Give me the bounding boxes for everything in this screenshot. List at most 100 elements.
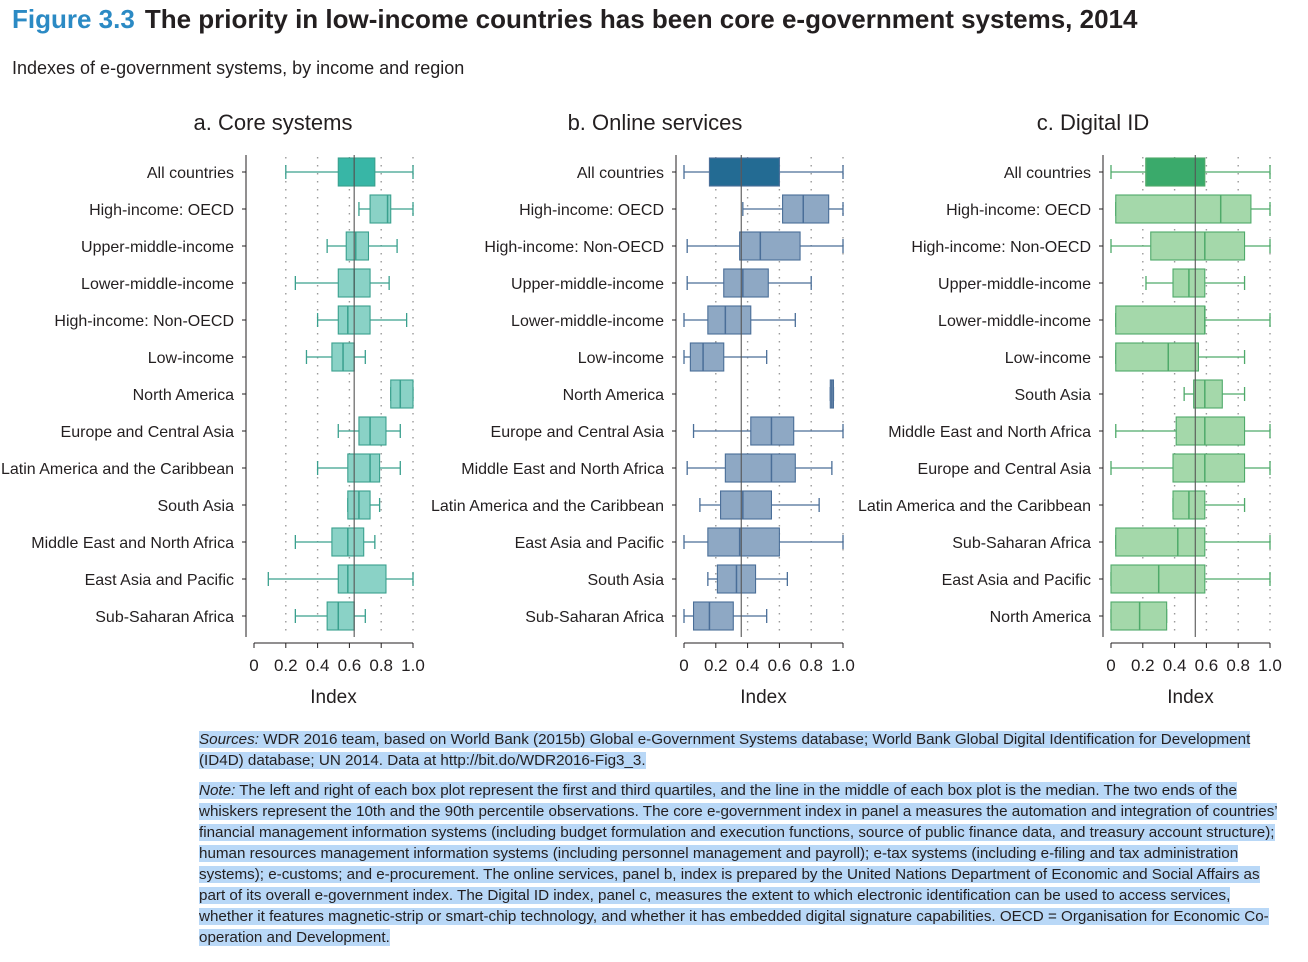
panel-b-category-label: Lower-middle-income	[511, 313, 664, 330]
figure-header: Figure 3.3 The priority in low-income cou…	[12, 4, 1137, 35]
panel-b-x-tick-label: 0.4	[736, 656, 760, 675]
panel-a-box	[337, 564, 387, 594]
panel-a-category-label: Latin America and the Caribbean	[1, 461, 234, 478]
panel-a-category-label: North America	[133, 387, 234, 404]
panel-a-category-label: High-income: Non-OECD	[54, 313, 234, 330]
panel-b-box	[692, 601, 734, 631]
panel-c-box	[1175, 416, 1246, 446]
panel-b-x-tick-label: 0	[679, 656, 688, 675]
panel-b-category-label: Europe and Central Asia	[491, 424, 665, 441]
panel-b-category-label: Upper-middle-income	[511, 276, 664, 293]
panel-c-category-label: Sub-Saharan Africa	[952, 535, 1091, 552]
panel-c-category-label: South Asia	[1015, 387, 1092, 404]
panel-c-box	[1115, 342, 1200, 372]
panel-b-box	[707, 305, 752, 335]
panel-a-x-tick-label: 0.4	[306, 656, 330, 675]
sources-text: WDR 2016 team, based on World Bank (2015…	[199, 731, 1251, 769]
panel-b-category-label: North America	[563, 387, 664, 404]
panel-c-box	[1115, 527, 1206, 557]
note-paragraph: Note: The left and right of each box plo…	[199, 780, 1285, 948]
panel-c-x-axis-label: Index	[1167, 687, 1214, 708]
sources-label: Sources:	[199, 731, 259, 748]
panel-a-box	[369, 194, 392, 224]
panel-b-category-label: High-income: Non-OECD	[484, 239, 664, 256]
panel-c-box	[1172, 453, 1246, 483]
panel-a-x-tick-label: 0	[249, 656, 258, 675]
panel-b-box	[739, 231, 801, 261]
panel-c-box	[1115, 194, 1252, 224]
panel-a-x-tick-label: 0.8	[369, 656, 393, 675]
panel-b-box	[724, 453, 796, 483]
panel-a-box	[358, 416, 387, 446]
figure-number: Figure 3.3	[12, 4, 135, 34]
panel-c-x-tick-label: 0.6	[1195, 656, 1219, 675]
panel-a-x-tick-label: 0.6	[338, 656, 362, 675]
panel-b-category-label: South Asia	[588, 572, 665, 589]
panel-b-x-tick-label: 0.2	[704, 656, 728, 675]
panel-b-category-label: Latin America and the Caribbean	[431, 498, 664, 515]
panel-c-category-label: East Asia and Pacific	[942, 572, 1091, 589]
panel-b-category-label: East Asia and Pacific	[515, 535, 664, 552]
panel-c-category-label: All countries	[1004, 165, 1091, 182]
panel-c-x-tick-label: 0	[1106, 656, 1115, 675]
panel-b-x-tick-label: 0.6	[768, 656, 792, 675]
panel-a-category-label: Lower-middle-income	[81, 276, 234, 293]
panel-c-box	[1145, 157, 1206, 187]
panel-a-category-label: South Asia	[158, 498, 235, 515]
figure-notes: Sources: WDR 2016 team, based on World B…	[199, 729, 1285, 957]
panel-a-box	[337, 157, 376, 187]
panel-c-box	[1150, 231, 1246, 261]
panel-c-title: c. Digital ID	[1036, 110, 1150, 135]
panel-c-category-label: Upper-middle-income	[938, 276, 1091, 293]
panel-a-category-label: Low-income	[148, 350, 234, 367]
panel-c-category-label: Middle East and North Africa	[888, 424, 1091, 441]
box-plot-charts: 0 0.2 0.4 0.6 0.8 1.0 Index All countries High-i…	[1, 155, 1282, 708]
panel-c-category-label: North America	[990, 609, 1091, 626]
panel-a-title: a. Core systems	[193, 110, 353, 135]
panel-c-x-tick-label: 0.2	[1131, 656, 1155, 675]
panel-a-category-label: Sub-Saharan Africa	[95, 609, 234, 626]
panel-c-box	[1110, 564, 1206, 594]
panel-a-x-tick-label: 1.0	[401, 656, 425, 675]
panel-c-category-label: High-income: OECD	[946, 202, 1091, 219]
panel-b-x-axis-label: Index	[740, 687, 787, 708]
panel-c-box	[1193, 379, 1223, 409]
panel-c-category-label: Europe and Central Asia	[918, 461, 1092, 478]
panel-a-category-label: Upper-middle-income	[81, 239, 234, 256]
panel-c-x-tick-label: 0.8	[1226, 656, 1250, 675]
panel-b-title: b. Online services	[567, 110, 743, 135]
panel-a-box	[347, 453, 381, 483]
panel-a-category-label: East Asia and Pacific	[85, 572, 234, 589]
panel-b-x-tick-label: 0.8	[799, 656, 823, 675]
panel-b-category-label: High-income: OECD	[519, 202, 664, 219]
panel-b-x-tick-label: 1.0	[831, 656, 855, 675]
panel-b-box	[723, 268, 769, 298]
panel-a-x-axis-label: Index	[310, 687, 357, 708]
panel-b-box	[707, 527, 780, 557]
panel-a-category-label: High-income: OECD	[89, 202, 234, 219]
panel-c-x-tick-label: 0.4	[1163, 656, 1187, 675]
panel-b-box	[689, 342, 725, 372]
figure-subtitle: Indexes of e-government systems, by inco…	[12, 58, 465, 78]
panel-b-category-label: Middle East and North Africa	[461, 461, 664, 478]
panel-c-category-label: Low-income	[1005, 350, 1091, 367]
panel-a-box	[390, 379, 414, 409]
panel-c-x-tick-label: 1.0	[1258, 656, 1282, 675]
panel-a-x-tick-label: 0.2	[274, 656, 298, 675]
panel-b-category-label: Low-income	[578, 350, 664, 367]
panel-b-box	[782, 194, 830, 224]
panel-a-box	[345, 231, 370, 261]
panel-c-box	[1115, 305, 1206, 335]
panel-c-box	[1110, 601, 1168, 631]
panel-c-category-label: Latin America and the Caribbean	[858, 498, 1091, 515]
panel-b-category-label: Sub-Saharan Africa	[525, 609, 664, 626]
note-text: The left and right of each box plot repr…	[199, 782, 1278, 946]
panel-a-category-label: Europe and Central Asia	[61, 424, 235, 441]
panel-c-category-label: Lower-middle-income	[938, 313, 1091, 330]
sources-paragraph: Sources: WDR 2016 team, based on World B…	[199, 729, 1285, 771]
panel-b-box	[750, 416, 795, 446]
note-label: Note:	[199, 782, 236, 799]
panel-b-box	[720, 490, 773, 520]
panel-a-category-label: All countries	[147, 165, 234, 182]
panel-b-box	[708, 157, 780, 187]
